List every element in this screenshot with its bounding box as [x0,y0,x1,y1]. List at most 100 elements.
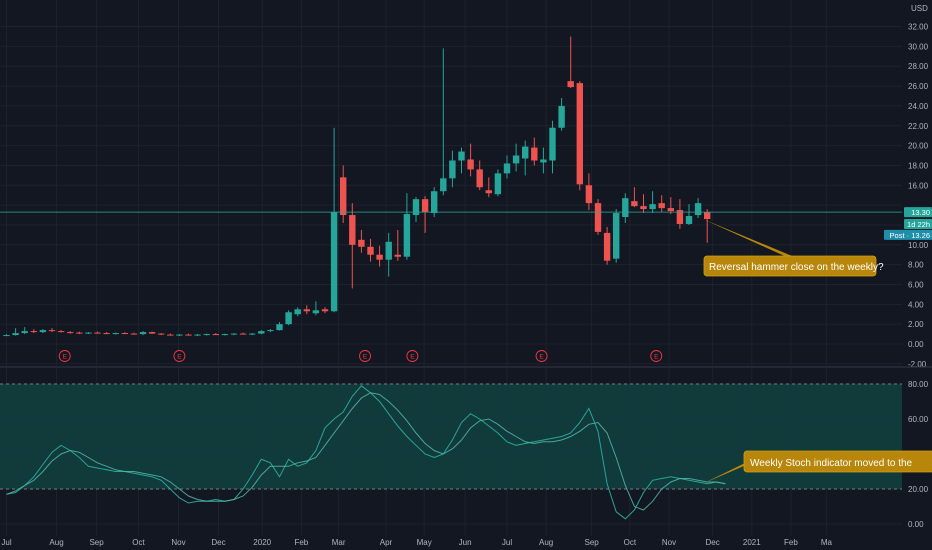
candle[interactable] [21,327,28,335]
candle[interactable] [594,199,602,235]
candle[interactable] [421,196,429,233]
candle[interactable] [358,229,365,253]
candle[interactable] [649,191,656,214]
candle[interactable] [549,120,556,174]
candle[interactable] [103,332,110,335]
price-annotation[interactable]: Reversal hammer close on the weekly? [702,219,884,277]
candle[interactable] [340,165,347,223]
earnings-marker[interactable]: E [406,350,419,362]
candle[interactable] [212,333,219,336]
candle[interactable] [285,310,292,326]
candle[interactable] [30,329,37,334]
candle[interactable] [385,232,392,277]
earnings-marker[interactable]: E [173,350,186,362]
candle[interactable] [258,330,265,335]
candle-body [148,332,156,334]
candle[interactable] [221,333,229,336]
price-tag-label: Post · 13.26 [890,231,930,240]
candle[interactable] [48,328,56,333]
candle[interactable] [585,173,593,211]
candle[interactable] [239,332,247,335]
earnings-marker[interactable]: E [650,350,663,362]
candle[interactable] [640,194,647,214]
candle[interactable] [412,197,420,222]
stoch-annotation[interactable]: Weekly Stoch indicator moved to the [702,450,932,484]
candle[interactable] [349,203,356,289]
candle[interactable] [167,333,174,336]
candle[interactable] [631,187,638,208]
price-tag[interactable]: Post · 13.26 [884,229,932,240]
candle[interactable] [522,140,529,176]
candle[interactable] [576,81,583,191]
candle[interactable] [512,143,520,172]
candle[interactable] [467,143,474,177]
candle[interactable] [130,332,138,335]
candle[interactable] [531,137,538,166]
candle[interactable] [276,322,283,331]
candle[interactable] [540,147,547,174]
candle[interactable] [376,245,383,267]
candle[interactable] [367,238,374,262]
candle[interactable] [148,331,156,335]
candle[interactable] [694,198,702,219]
candle[interactable] [622,193,629,223]
candle[interactable] [449,150,456,188]
candle[interactable] [94,331,101,334]
candle[interactable] [158,333,165,336]
candle[interactable] [494,169,502,197]
earnings-marker[interactable]: E [535,350,548,362]
candle[interactable] [567,36,574,89]
candle[interactable] [330,127,338,313]
candle[interactable] [294,307,301,317]
candle[interactable] [485,177,492,198]
candle[interactable] [267,329,274,333]
candle-body [485,190,492,194]
candle[interactable] [12,328,19,336]
candle[interactable] [203,333,210,336]
candle[interactable] [676,199,684,229]
candle[interactable] [704,209,711,243]
price-tag[interactable]: 1d 22h [904,218,932,229]
candle[interactable] [76,331,83,335]
candle[interactable] [667,197,674,215]
candle[interactable] [57,330,65,333]
candle[interactable] [185,333,192,336]
candle[interactable] [321,307,329,314]
candle[interactable] [112,332,119,335]
price-tag-bg [904,207,932,218]
candle[interactable] [3,334,10,337]
price-candles[interactable] [3,36,711,337]
candle[interactable] [139,331,147,336]
candle[interactable] [249,333,256,336]
candle[interactable] [503,155,511,179]
candle[interactable] [440,48,447,196]
candle[interactable] [685,204,693,225]
candle[interactable] [558,97,565,131]
earnings-marker[interactable]: E [58,350,71,362]
price-tag[interactable]: 13.30 [904,207,932,218]
candle[interactable] [194,334,201,337]
candle[interactable] [394,229,401,261]
candle[interactable] [230,333,238,336]
candle[interactable] [603,226,611,265]
candle-body [512,155,520,164]
time-axis[interactable]: Jul Aug Sep Oct Nov Dec 2020 Feb Mar Apr May Jun Jul… [1,538,832,547]
price-axis[interactable]: USD -2.00 0.00 2.00 4.00 6.00 8.00 10.00 16.00 18… [884,4,932,369]
earnings-label: E [63,353,68,360]
candle[interactable] [121,332,128,335]
candle[interactable] [476,160,483,191]
candle[interactable] [176,334,183,337]
candle[interactable] [312,301,320,316]
candle[interactable] [613,209,620,263]
candle[interactable] [658,195,665,213]
earnings-marker[interactable]: E [359,350,371,362]
candle[interactable] [67,331,74,334]
candle[interactable] [403,193,411,260]
chart-annotations[interactable]: Reversal hammer close on the weekly? Week… [702,219,932,484]
candle[interactable] [85,332,92,335]
candle[interactable] [303,305,310,315]
candle[interactable] [39,329,47,334]
candle[interactable] [458,147,465,174]
